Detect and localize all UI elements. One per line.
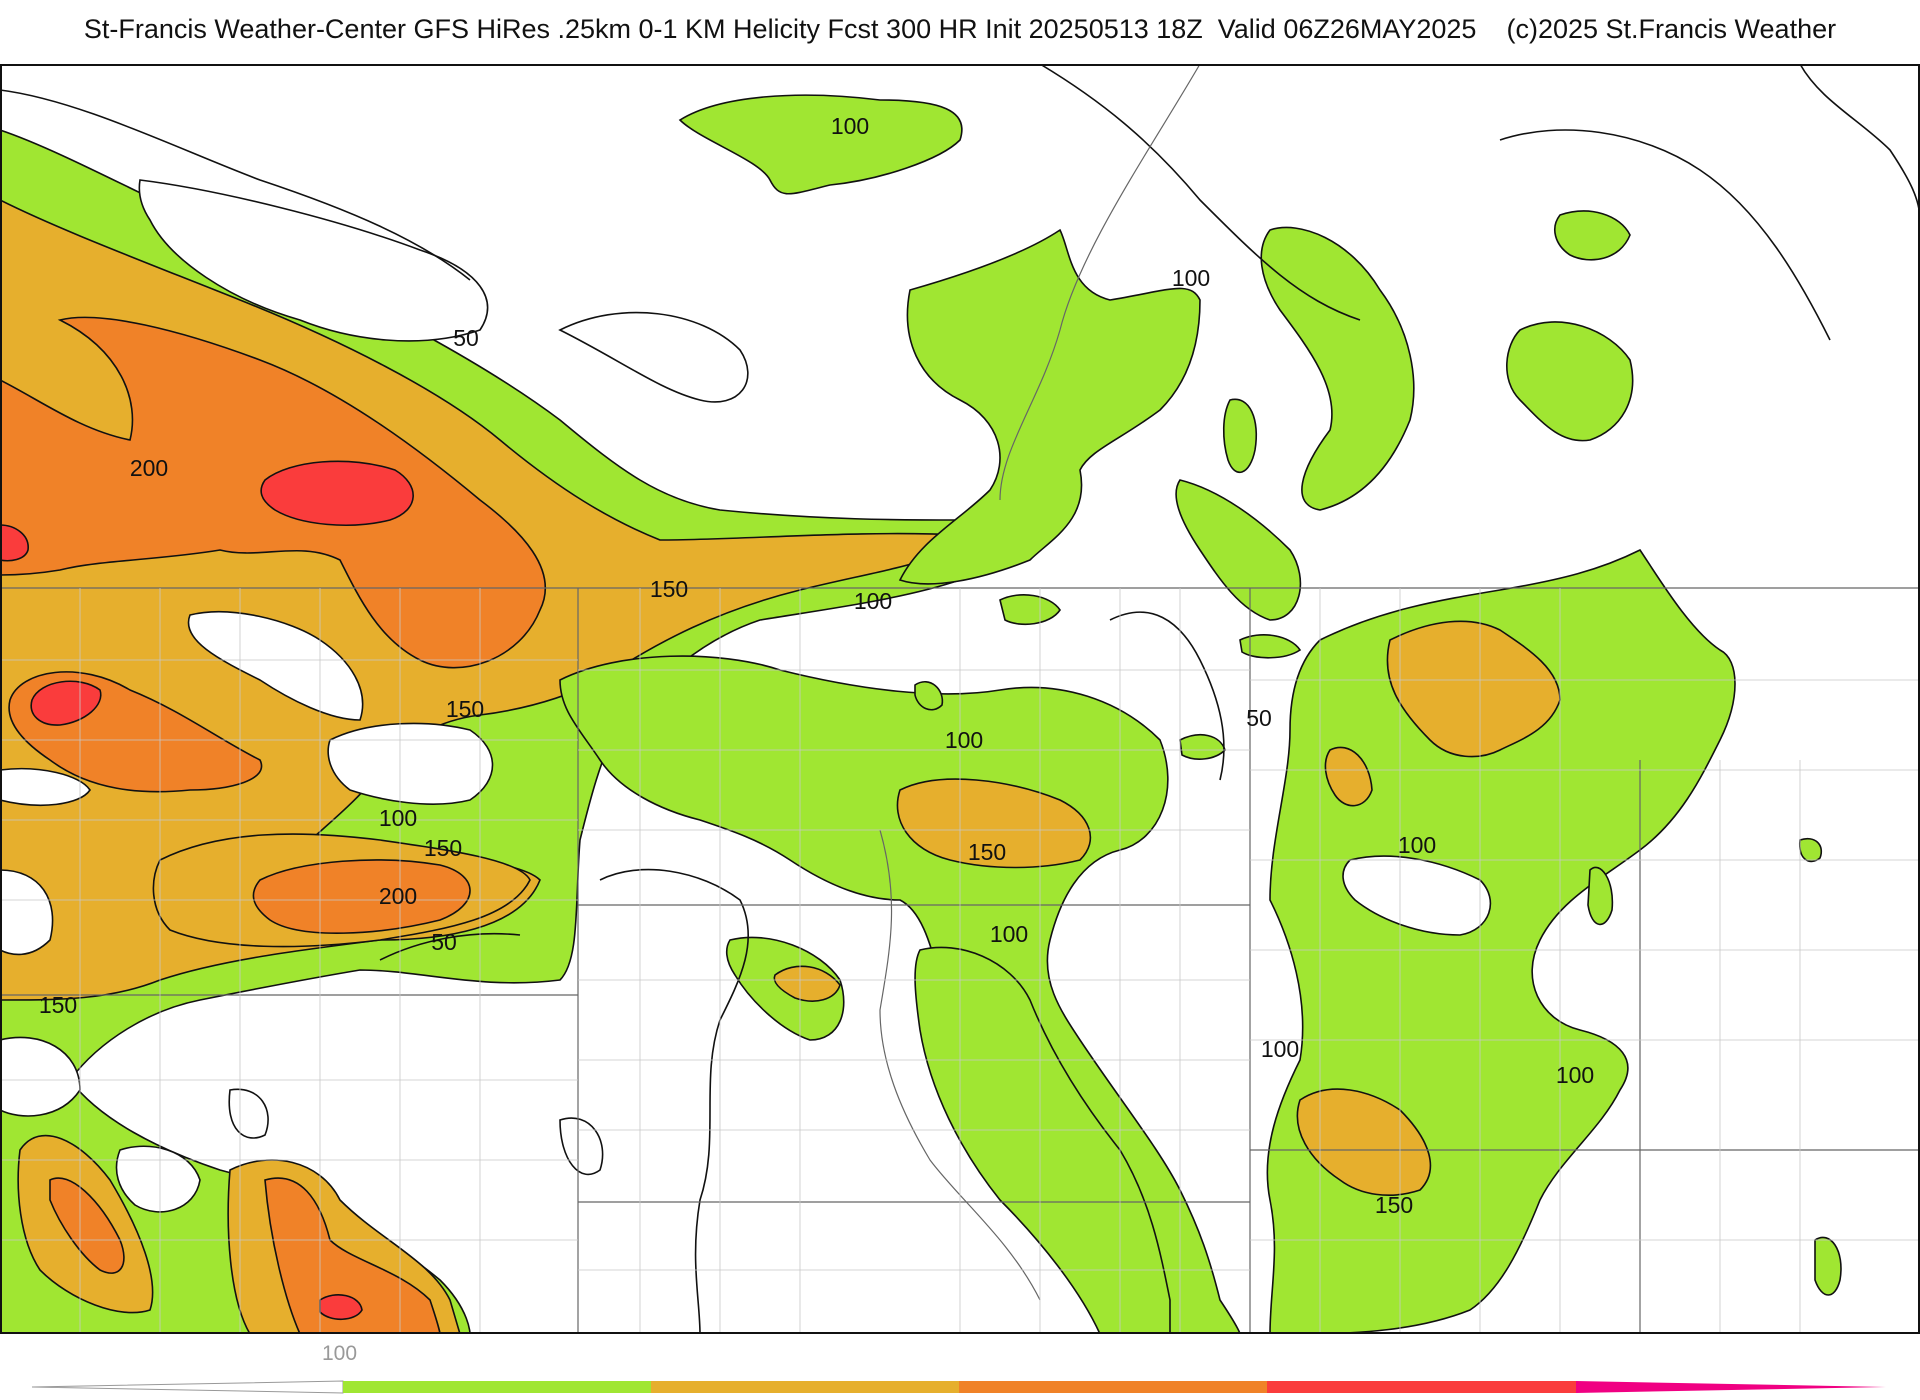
contour-150-central-south bbox=[773, 965, 841, 1002]
contour-100-far-east bbox=[1587, 866, 1614, 926]
contour-label: 150 bbox=[650, 576, 688, 602]
contour-50-west-hole-b bbox=[327, 722, 494, 805]
colorbar-bin-250 bbox=[1267, 1381, 1576, 1393]
title-text: St-Francis Weather-Center GFS HiRes .25k… bbox=[83, 14, 1477, 44]
contour-100-central-chain bbox=[914, 946, 1171, 1334]
contour-label: 50 bbox=[1246, 705, 1272, 731]
contour-250-west-b bbox=[30, 680, 102, 726]
contour-150-east-b bbox=[1296, 1088, 1432, 1196]
contour-100-east-south bbox=[1814, 1236, 1842, 1296]
contour-150-central bbox=[896, 778, 1092, 869]
contour-50-west-hole-d bbox=[0, 869, 54, 956]
contour-250-south-lobe bbox=[319, 1294, 363, 1321]
border-line-coast bbox=[999, 64, 1201, 501]
contour-label: 150 bbox=[424, 835, 462, 861]
colorbar bbox=[31, 1380, 1886, 1394]
helicity-map: 100 100 50 200 150 100 150 50 100 100 15… bbox=[0, 64, 1920, 1334]
county-grid bbox=[0, 588, 1920, 1334]
colorbar-bin-150 bbox=[651, 1381, 959, 1393]
contour-label: 100 bbox=[831, 113, 869, 139]
contour-100-north-a bbox=[678, 94, 963, 195]
contour-150-east-c bbox=[1324, 746, 1373, 807]
contour-100-blob-a bbox=[999, 594, 1061, 626]
map-frame bbox=[0, 64, 1920, 1334]
contour-label: 50 bbox=[453, 325, 479, 351]
colorbar-above-max bbox=[1576, 1381, 1886, 1393]
contour-50-west-hole-a bbox=[187, 611, 364, 721]
contour-50-line-h bbox=[559, 1117, 604, 1176]
contour-100-north-c bbox=[1260, 226, 1415, 511]
copyright-text: (c)2025 St.Francis Weather bbox=[1506, 14, 1837, 44]
contour-label: 100 bbox=[854, 588, 892, 614]
contour-label: 150 bbox=[39, 992, 77, 1018]
contour-200-south-lobe bbox=[264, 1177, 441, 1334]
contour-label: 100 bbox=[945, 727, 983, 753]
contour-label: 150 bbox=[1375, 1192, 1413, 1218]
contour-100-north-d bbox=[1506, 321, 1634, 442]
contour-100-blob-d bbox=[914, 681, 944, 711]
contour-50-line-a bbox=[0, 89, 471, 281]
contour-label: 150 bbox=[968, 839, 1006, 865]
contour-100-north-e bbox=[1554, 210, 1631, 261]
contour-50-line-i bbox=[1499, 129, 1831, 341]
contour-50-line-b bbox=[558, 311, 749, 403]
contour-50-west-hole-f bbox=[115, 1145, 201, 1213]
contour-label: 150 bbox=[446, 696, 484, 722]
contour-label: 100 bbox=[1556, 1062, 1594, 1088]
map-title: St-Francis Weather-Center GFS HiRes .25k… bbox=[0, 14, 1920, 45]
contour-label: 200 bbox=[130, 455, 168, 481]
contour-label: 100 bbox=[1172, 265, 1210, 291]
contour-label: 100 bbox=[1398, 832, 1436, 858]
contour-200-southwest bbox=[252, 859, 471, 934]
contour-50-line-f bbox=[1109, 611, 1225, 781]
border-line-river bbox=[879, 829, 1041, 1301]
contour-100-north-b bbox=[898, 228, 1201, 585]
contour-label: 100 bbox=[1261, 1036, 1299, 1062]
contour-50-west-hole-c bbox=[0, 767, 91, 806]
contour-label: 100 bbox=[379, 805, 417, 831]
colorbar-label: 100 bbox=[322, 1342, 358, 1365]
contour-50-line-g bbox=[379, 932, 521, 961]
contour-50-west-hole-g bbox=[228, 1088, 269, 1139]
colorbar-bin-100 bbox=[343, 1381, 651, 1393]
colorbar-below-min bbox=[31, 1380, 344, 1394]
contour-250-west-c bbox=[0, 524, 29, 562]
colorbar-bin-200 bbox=[959, 1381, 1267, 1393]
contour-label: 50 bbox=[431, 929, 457, 955]
contour-50-north-hole bbox=[138, 179, 489, 342]
contour-100-east-hole bbox=[1342, 855, 1492, 936]
contour-100-north-g bbox=[1222, 398, 1257, 474]
contour-200-sw-lobe bbox=[49, 1177, 125, 1274]
contour-100-blob-c bbox=[1239, 634, 1302, 659]
contour-label: 100 bbox=[990, 921, 1028, 947]
contour-50-line-d bbox=[1799, 64, 1920, 221]
contour-250-west-a bbox=[260, 460, 414, 526]
contour-50-line-c bbox=[1039, 64, 1361, 321]
contour-label: 200 bbox=[379, 883, 417, 909]
contour-100-far-east-b bbox=[1799, 838, 1822, 863]
contour-100-north-f bbox=[1175, 479, 1302, 621]
contour-150-east-a bbox=[1386, 620, 1561, 758]
